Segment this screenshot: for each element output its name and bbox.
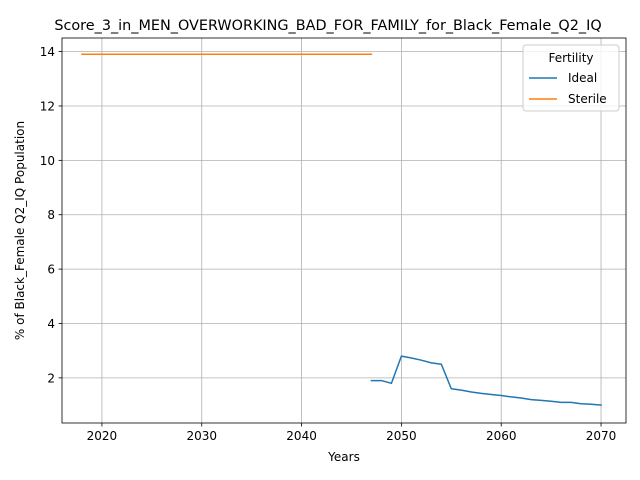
y-tick-label: 10 xyxy=(40,154,55,168)
y-tick-label: 2 xyxy=(47,371,55,385)
legend-label-sterile: Sterile xyxy=(568,92,607,106)
y-tick-label: 8 xyxy=(47,208,55,222)
x-tick-label: 2050 xyxy=(386,429,417,443)
x-tick-label: 2030 xyxy=(186,429,217,443)
y-tick-label: 6 xyxy=(47,263,55,277)
x-tick-label: 2070 xyxy=(586,429,617,443)
y-axis-label: % of Black_Female Q2_IQ Population xyxy=(13,121,27,340)
legend: Fertility Ideal Sterile xyxy=(523,45,619,111)
legend-label-ideal: Ideal xyxy=(568,71,597,85)
y-tick-label: 14 xyxy=(40,45,55,59)
x-axis-label: Years xyxy=(327,450,360,464)
y-tick-label: 4 xyxy=(47,317,55,331)
x-tick-label: 2040 xyxy=(286,429,317,443)
y-tick-label: 12 xyxy=(40,99,55,113)
x-tick-label: 2020 xyxy=(87,429,118,443)
chart-title: Score_3_in_MEN_OVERWORKING_BAD_FOR_FAMIL… xyxy=(54,18,601,34)
x-tick-label: 2060 xyxy=(486,429,517,443)
legend-title: Fertility xyxy=(548,51,593,65)
